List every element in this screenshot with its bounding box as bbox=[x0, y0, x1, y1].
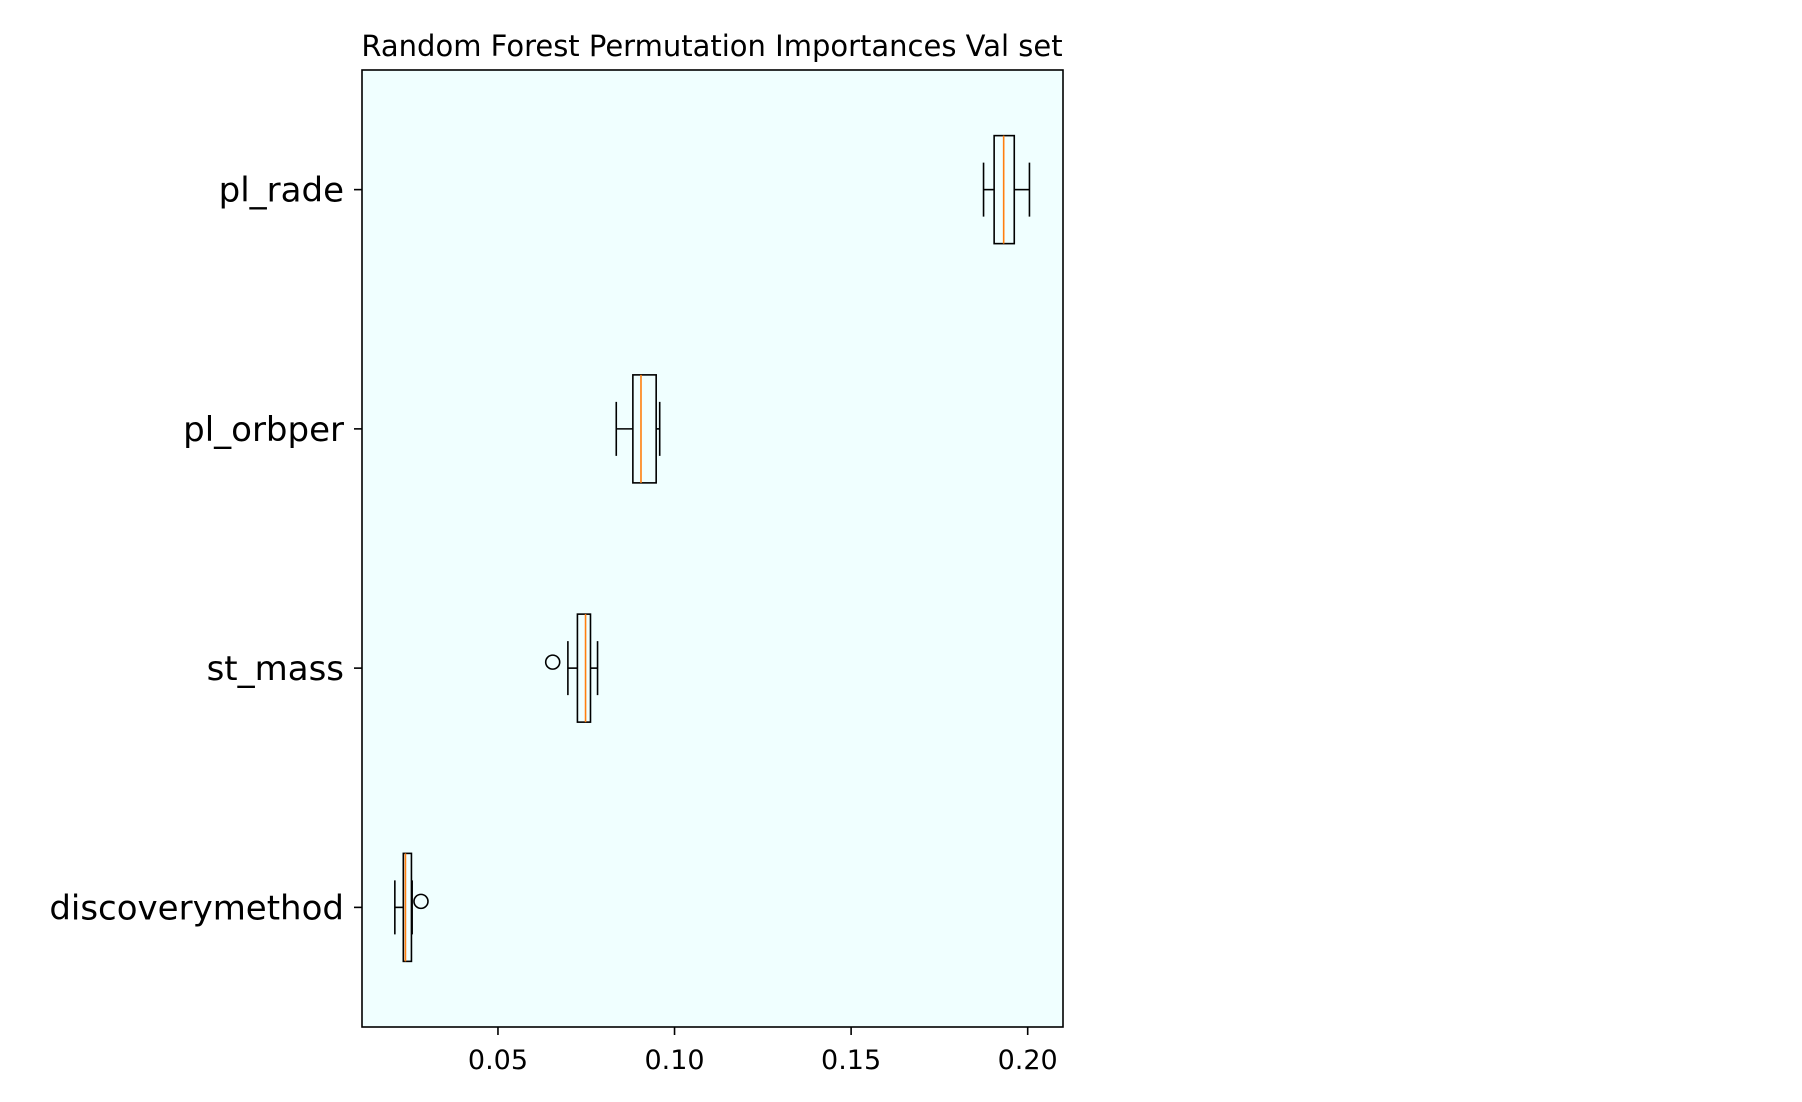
plot-frame bbox=[361, 69, 1064, 1028]
box-iqr bbox=[576, 613, 592, 723]
ytick-label-discoverymethod: discoverymethod bbox=[49, 888, 344, 928]
ytick-label-pl_rade: pl_rade bbox=[219, 171, 344, 211]
outlier-point bbox=[413, 893, 429, 910]
xtick-label: 0.20 bbox=[998, 1045, 1058, 1076]
xtick-label: 0.05 bbox=[468, 1045, 528, 1076]
outlier-point bbox=[544, 654, 561, 670]
box-st_mass bbox=[544, 613, 599, 723]
ytick-label-st_mass: st_mass bbox=[207, 649, 344, 689]
plot-background bbox=[362, 70, 1063, 1027]
box-iqr bbox=[402, 852, 413, 963]
xtick-label: 0.10 bbox=[644, 1045, 704, 1076]
box-iqr bbox=[632, 374, 657, 484]
ytick-label-pl_orbper: pl_orbper bbox=[183, 410, 344, 450]
chart-title: Random Forest Permutation Importances Va… bbox=[361, 29, 1062, 63]
box-discoverymethod bbox=[394, 852, 429, 963]
xtick-label: 0.15 bbox=[821, 1045, 881, 1076]
box-pl_orbper bbox=[615, 374, 661, 484]
box-group bbox=[394, 134, 1031, 963]
box-pl_rade bbox=[982, 134, 1031, 245]
y-axis-ticks: pl_rade pl_orbper st_mass discoverymethod bbox=[49, 171, 362, 928]
x-axis-ticks: 0.05 0.10 0.15 0.20 bbox=[468, 1027, 1058, 1076]
